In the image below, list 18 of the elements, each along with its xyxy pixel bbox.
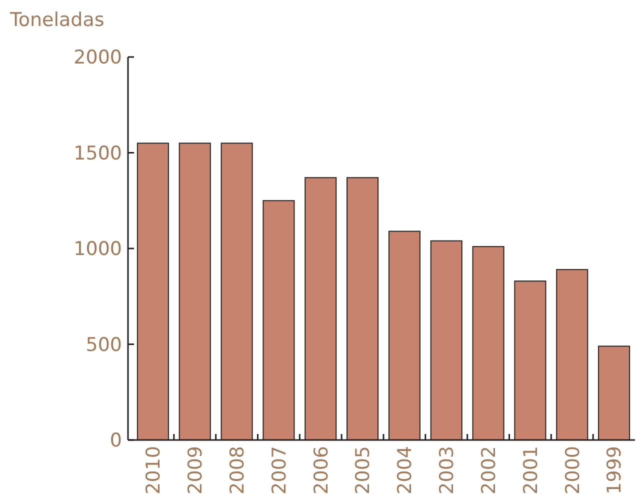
y-tick-label: 0	[110, 430, 122, 452]
x-tick-label: 2001	[520, 446, 542, 494]
y-axis-title: Toneladas	[9, 9, 104, 31]
x-tick-label: 2000	[562, 446, 584, 494]
x-tick-label: 2003	[436, 446, 458, 494]
x-tick-label: 2010	[142, 446, 165, 494]
x-tick-label: 2004	[394, 446, 416, 494]
y-tick-label: 1500	[74, 142, 122, 164]
x-tick-label: 2002	[478, 446, 500, 494]
y-tick-label: 500	[86, 334, 122, 356]
x-tick-label: 2005	[352, 446, 374, 494]
x-tick-label: 1999	[604, 446, 626, 494]
x-tick-label: 2007	[268, 446, 290, 494]
y-tick-label: 2000	[74, 46, 122, 69]
x-tick-label: 2006	[310, 446, 332, 494]
y-tick-label: 1000	[74, 238, 122, 260]
x-tick-label: 2009	[184, 446, 207, 494]
x-tick-label: 2008	[226, 446, 248, 494]
